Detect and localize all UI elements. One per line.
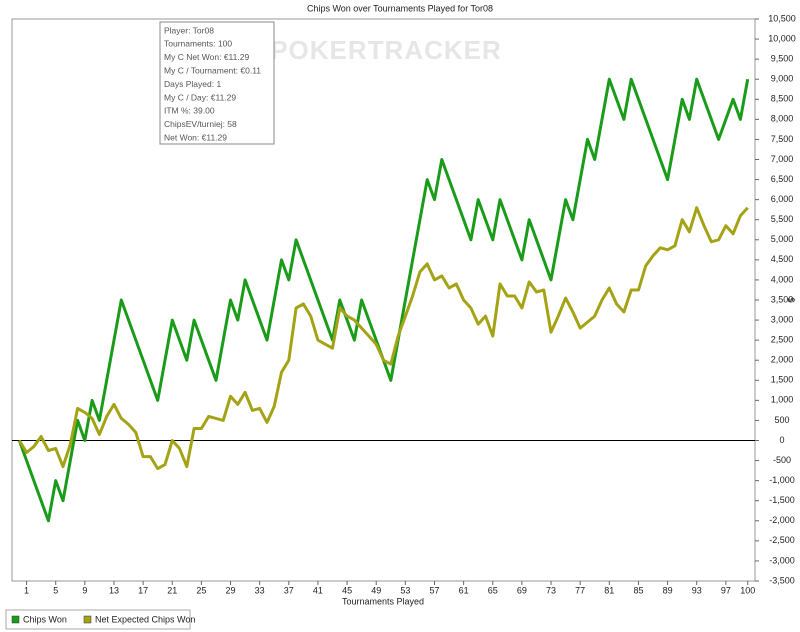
x-tick-label: 37: [284, 585, 294, 595]
x-axis-label: Tournaments Played: [342, 596, 424, 606]
x-tick-label: 5: [53, 585, 58, 595]
y-tick-label: 3,500: [771, 294, 794, 304]
y-tick-label: 7,000: [771, 154, 794, 164]
legend-swatch: [83, 615, 92, 624]
y-tick-label: 10,500: [768, 13, 796, 23]
x-tick-label: 17: [138, 585, 148, 595]
tooltip-box: [159, 21, 275, 145]
y-tick-label: 5,000: [771, 234, 794, 244]
x-tick-label: 73: [546, 585, 556, 595]
y-tick-label: 1,000: [771, 395, 794, 405]
watermark: POKERTRACKER: [270, 35, 502, 65]
x-tick-label: 45: [342, 585, 352, 595]
tooltip-line: Tournaments: 100: [164, 39, 232, 49]
tooltip: Player: Tor08 Tournaments: 100 My C Net Wo…: [159, 21, 275, 145]
x-tick-label: 13: [109, 585, 119, 595]
x-tick-label: 85: [633, 585, 643, 595]
x-tick-label: 81: [604, 585, 614, 595]
y-tick-label: 500: [774, 415, 789, 425]
y-tick-label: 2,000: [771, 355, 794, 365]
legend-label: Chips Won: [23, 614, 67, 624]
tooltip-line: Net Won: €11.29: [164, 132, 227, 142]
x-tick-label: 89: [663, 585, 673, 595]
x-tick-label: 25: [196, 585, 206, 595]
tooltip-line: Player: Tor08: [164, 25, 214, 35]
y-tick-label: 8,000: [771, 114, 794, 124]
legend-label: Net Expected Chips Won: [95, 614, 195, 624]
x-tick-label: 93: [692, 585, 702, 595]
x-tick-label: 53: [400, 585, 410, 595]
x-tick-label: 61: [459, 585, 469, 595]
chart-title: Chips Won over Tournaments Played for To…: [307, 3, 493, 13]
x-tick-label: 57: [429, 585, 439, 595]
legend-box: [5, 609, 191, 630]
y-tick-label: 0: [779, 435, 784, 445]
tooltip-line: My C / Tournament: €0.11: [164, 65, 261, 75]
series-line: [18, 206, 749, 471]
x-tick-label: 97: [721, 585, 731, 595]
y-tick-label: 4,000: [771, 274, 794, 284]
plot-frame: [11, 18, 756, 582]
tooltip-line: ITM %: 39.00: [164, 106, 215, 116]
tooltip-line: ChipsEV/turniej: 58: [164, 119, 237, 129]
y-tick-label: -2,500: [769, 535, 795, 545]
series-line: [17, 77, 750, 523]
y-tick-label: -1,500: [769, 495, 795, 505]
x-tick-label: 33: [255, 585, 265, 595]
y-tick-label: -500: [773, 455, 791, 465]
y-axis-label: $: [786, 297, 796, 302]
y-tick-label: 3,000: [771, 314, 794, 324]
y-tick-label: -3,500: [769, 575, 795, 585]
x-tick-label: 1: [24, 585, 29, 595]
x-tick-label: 100: [740, 585, 755, 595]
y-tick-label: 7,500: [771, 134, 794, 144]
x-tick-label: 65: [488, 585, 498, 595]
y-tick-label: 4,500: [771, 254, 794, 264]
x-tick-label: 21: [167, 585, 177, 595]
y-tick-label: 1,500: [771, 375, 794, 385]
y-tick-label: 2,500: [771, 335, 794, 345]
y-tick-label: -2,000: [769, 515, 795, 525]
y-tick-label: 9,000: [771, 74, 794, 84]
y-tick-label: -3,000: [769, 555, 795, 565]
y-tick-label: 5,500: [771, 214, 794, 224]
y-tick-label: 6,500: [771, 174, 794, 184]
tooltip-line: My C / Day: €11.29: [164, 92, 236, 102]
tooltip-line: My C Net Won: €11.29: [164, 52, 249, 62]
x-tick-label: 9: [82, 585, 87, 595]
x-tick-label: 41: [313, 585, 323, 595]
x-tick-label: 49: [371, 585, 381, 595]
y-tick-label: 10,000: [768, 33, 796, 43]
legend-swatch: [11, 615, 20, 624]
y-tick-label: 8,500: [771, 94, 794, 104]
y-tick-label: 9,500: [771, 54, 794, 64]
x-tick-label: 29: [226, 585, 236, 595]
x-tick-label: 77: [575, 585, 585, 595]
x-tick-label: 69: [517, 585, 527, 595]
tooltip-line: Days Played: 1: [164, 79, 221, 89]
y-tick-label: -1,000: [769, 475, 795, 485]
y-tick-label: 6,000: [771, 194, 794, 204]
